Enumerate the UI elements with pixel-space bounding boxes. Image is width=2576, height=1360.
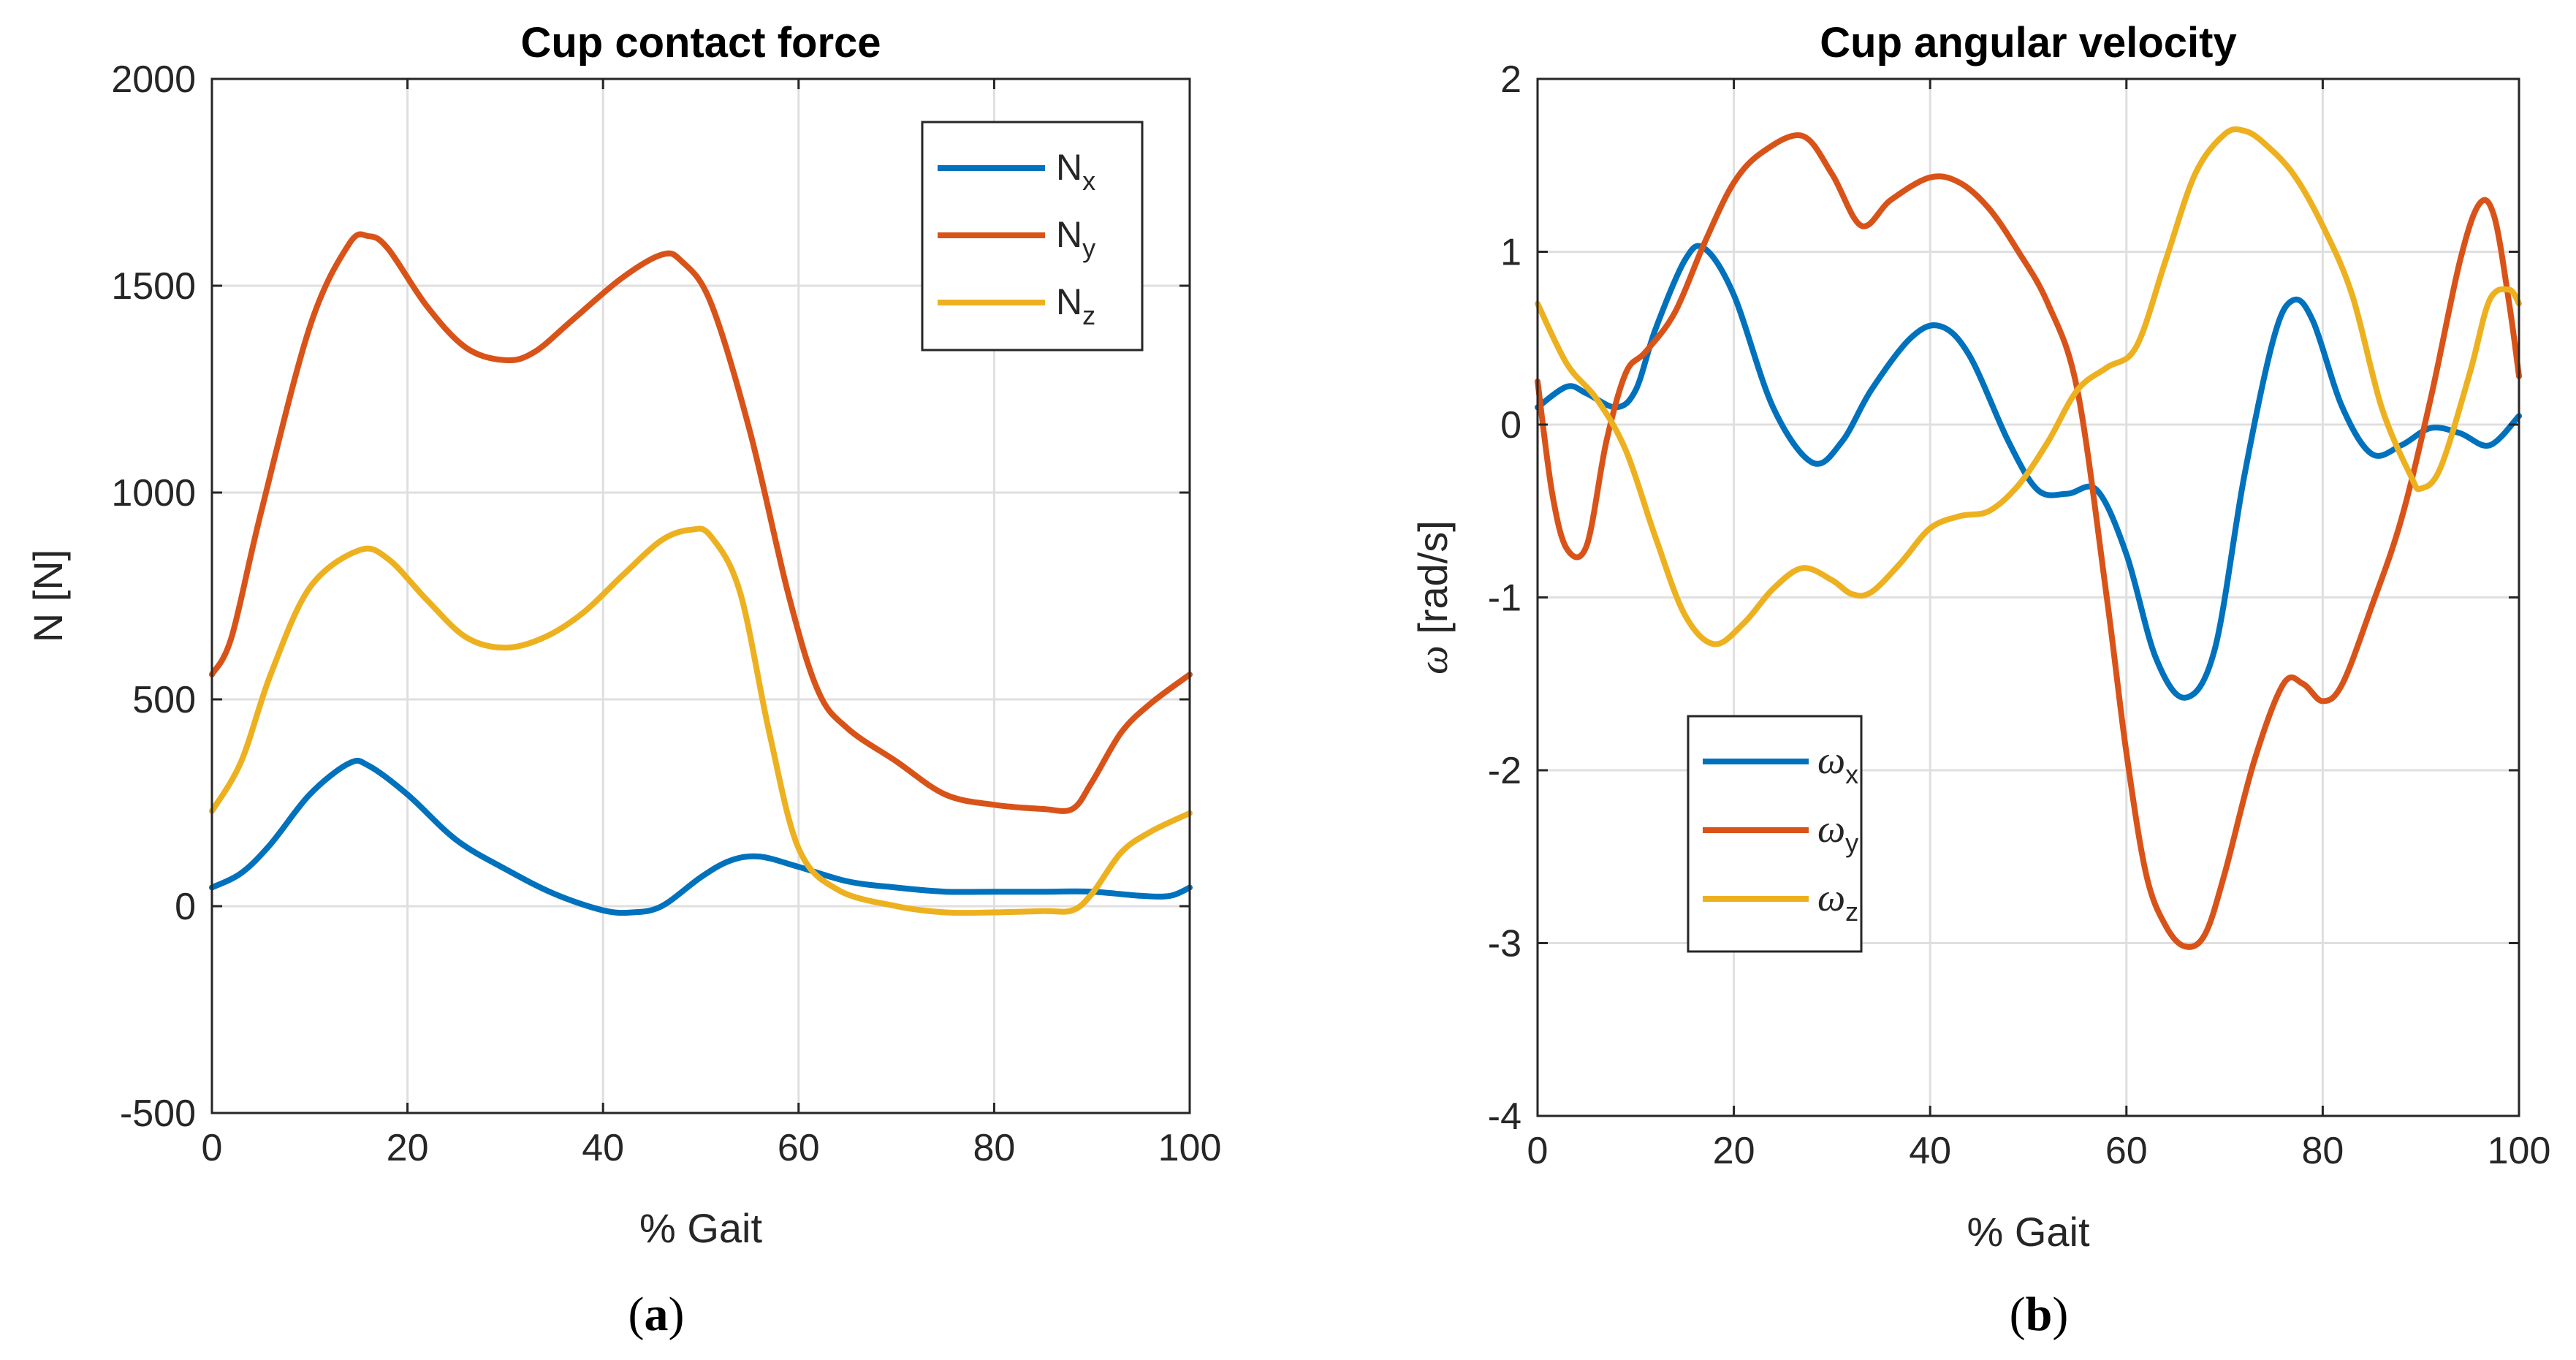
legend-symbol: ω bbox=[1817, 807, 1845, 851]
plot-frame bbox=[210, 77, 1191, 1114]
legend-symbol: ω bbox=[1817, 738, 1845, 782]
x-tick-label: 80 bbox=[2301, 1130, 2344, 1172]
legend-symbol: N bbox=[1056, 147, 1082, 188]
legend-entry: ωy bbox=[1817, 807, 1858, 858]
y-axis-unit: [rad/s] bbox=[1410, 520, 1456, 634]
caption-b: (b) bbox=[2010, 1288, 2069, 1341]
x-tick-label: 100 bbox=[1158, 1127, 1222, 1169]
series-line-Ny bbox=[209, 231, 1193, 814]
series-group bbox=[1535, 126, 2522, 950]
x-tick-label: 60 bbox=[778, 1127, 820, 1169]
caption-a: (a) bbox=[628, 1288, 685, 1341]
series-group bbox=[209, 231, 1193, 916]
y-tick-label: 1 bbox=[1500, 232, 1521, 274]
grid bbox=[1536, 77, 2520, 1117]
legend-entry: ωx bbox=[1817, 738, 1858, 789]
x-tick-label: 0 bbox=[1527, 1130, 1549, 1172]
chart-cup-angular-velocity: 0 20 40 60 80 100 -4 -3 -2 -1 0 1 2 Cup angular velo… bbox=[1410, 19, 2550, 1341]
legend-symbol: ω bbox=[1817, 875, 1845, 919]
y-tick-label: -2 bbox=[1488, 750, 1521, 792]
caption-paren-open: ( bbox=[628, 1288, 645, 1341]
y-tick-label: 0 bbox=[175, 886, 196, 928]
x-tick-label: 40 bbox=[1909, 1130, 1951, 1172]
legend-entry: Nz bbox=[1056, 281, 1095, 330]
caption-letter: a bbox=[645, 1288, 669, 1341]
y-tick-label: -3 bbox=[1488, 923, 1521, 965]
series-line-Nz bbox=[209, 525, 1193, 916]
x-axis-label: % Gait bbox=[639, 1205, 762, 1251]
caption-paren-close: ) bbox=[669, 1288, 685, 1341]
chart-title: Cup angular velocity bbox=[1820, 19, 2236, 67]
caption-paren-open: ( bbox=[2010, 1288, 2026, 1341]
legend-subscript: x bbox=[1845, 759, 1858, 789]
x-tick-label: 100 bbox=[2488, 1130, 2551, 1172]
legend-subscript: y bbox=[1845, 828, 1858, 858]
caption-paren-close: ) bbox=[2052, 1288, 2068, 1341]
y-tick-label: 2 bbox=[1500, 58, 1521, 101]
y-axis-label: N [N] bbox=[25, 550, 71, 643]
legend-subscript: z bbox=[1082, 300, 1095, 330]
y-tick-label: -1 bbox=[1488, 577, 1521, 620]
x-tick-label: 60 bbox=[2105, 1130, 2148, 1172]
x-axis-label: % Gait bbox=[1967, 1209, 2089, 1255]
legend-subscript: y bbox=[1082, 233, 1095, 263]
series-line-ωz bbox=[1535, 126, 2522, 647]
legend-subscript: x bbox=[1082, 166, 1095, 196]
series-line-ωx bbox=[1535, 243, 2522, 701]
legend-entry: Ny bbox=[1056, 214, 1095, 263]
chart-title: Cup contact force bbox=[520, 19, 881, 67]
y-axis-symbol: ω bbox=[1411, 645, 1456, 675]
y-tick-label: 0 bbox=[1500, 404, 1521, 447]
legend-symbol: N bbox=[1056, 281, 1082, 322]
x-tick-label: 40 bbox=[582, 1127, 624, 1169]
series-line-Nx bbox=[209, 757, 1193, 916]
x-tick-label: 0 bbox=[202, 1127, 223, 1169]
y-axis-unit-space bbox=[1410, 634, 1456, 646]
y-tick-label: -4 bbox=[1488, 1095, 1521, 1138]
x-tick-label: 80 bbox=[973, 1127, 1015, 1169]
legend-subscript: z bbox=[1845, 897, 1858, 927]
y-tick-label: 1000 bbox=[111, 472, 196, 514]
legend-entry: Nx bbox=[1056, 147, 1095, 196]
y-axis-label: ω [rad/s] bbox=[1410, 520, 1456, 675]
legend-entry: ωz bbox=[1817, 875, 1858, 927]
tick-group: 0 20 40 60 80 100 -4 -3 -2 -1 0 1 2 bbox=[1488, 58, 2551, 1172]
y-tick-label: 1500 bbox=[111, 265, 196, 308]
y-tick-label: 2000 bbox=[111, 58, 196, 101]
y-tick-label: 500 bbox=[132, 679, 196, 721]
plot-frame bbox=[1536, 77, 2520, 1117]
caption-letter: b bbox=[2026, 1288, 2053, 1341]
series-line-ωy bbox=[1535, 132, 2522, 950]
legend-box bbox=[1687, 715, 1863, 953]
legend-symbol: N bbox=[1056, 214, 1082, 255]
y-tick-label: -500 bbox=[120, 1093, 196, 1135]
x-tick-label: 20 bbox=[387, 1127, 429, 1169]
x-tick-label: 20 bbox=[1713, 1130, 1755, 1172]
